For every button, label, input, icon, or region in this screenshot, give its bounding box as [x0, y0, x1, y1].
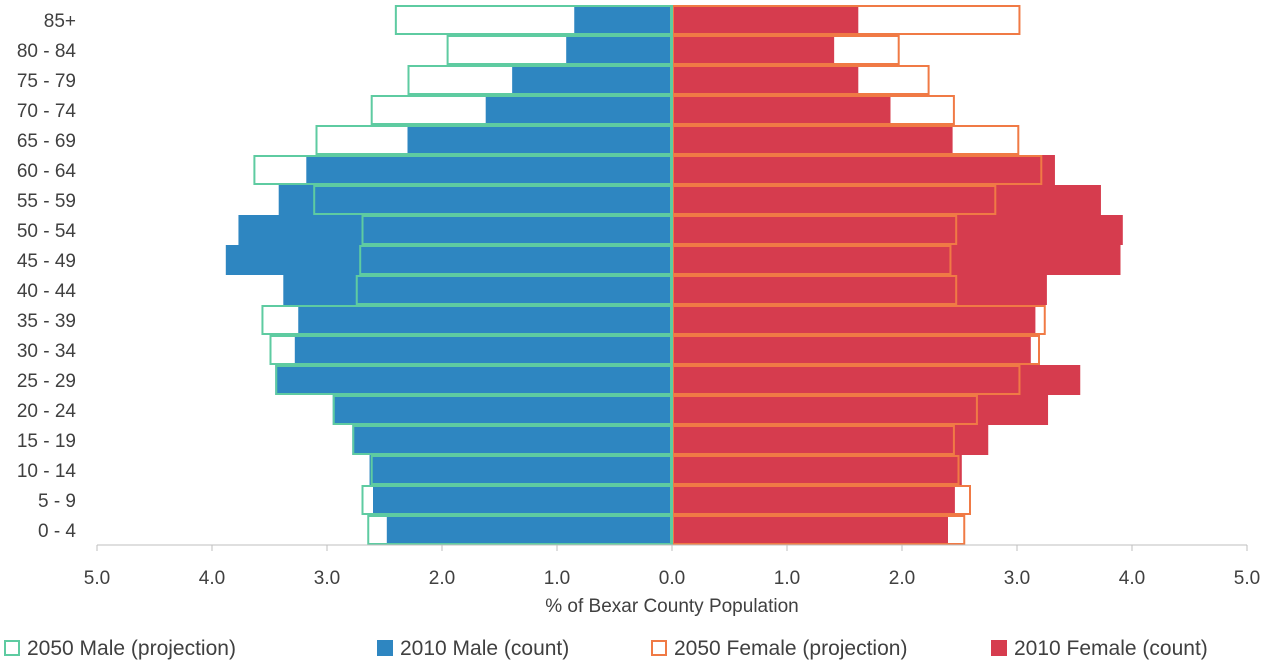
- x-tick-label: 2.0: [429, 568, 455, 589]
- bar-2010-female-count-5-9: [672, 485, 955, 515]
- age-group-labels: 0 - 4 5 - 9 10 - 14 15 - 19 20 - 24 25 - 29 30…: [17, 11, 77, 542]
- age-group-label: 0 - 4: [38, 521, 76, 542]
- age-group-label: 20 - 24: [17, 401, 77, 422]
- bar-2010-male-count-60-64: [306, 155, 672, 185]
- bar-2010-male-count-10-14: [369, 455, 672, 485]
- age-group-label: 5 - 9: [38, 491, 76, 512]
- bar-2010-male-count-70-74: [485, 95, 672, 125]
- age-group-label: 80 - 84: [17, 41, 77, 62]
- age-group-label: 35 - 39: [17, 311, 76, 332]
- legend-label: 2010 Male (count): [400, 637, 569, 660]
- bar-2010-female-count-85plus: [672, 5, 859, 35]
- bar-2010-male-count-50-54: [238, 215, 672, 245]
- bar-2010-male-count-20-24: [332, 395, 672, 425]
- age-group-label: 30 - 34: [17, 341, 77, 362]
- age-group-label: 50 - 54: [17, 221, 77, 242]
- x-tick-label: 5.0: [1234, 568, 1260, 589]
- x-tick-label: 1.0: [774, 568, 800, 589]
- bar-2010-male-count-15-19: [352, 425, 672, 455]
- bar-2010-female-count-65-69: [672, 125, 953, 155]
- bar-2010-female-count-50-54: [672, 215, 1123, 245]
- age-group-label: 75 - 79: [17, 71, 76, 92]
- age-group-label: 25 - 29: [17, 371, 76, 392]
- legend-item: 2010 Female (count): [991, 637, 1208, 660]
- legend-item: 2050 Female (projection): [651, 637, 907, 660]
- bar-2010-male-count-25-29: [275, 365, 672, 395]
- bar-2010-male-count-85plus: [574, 5, 672, 35]
- bar-2010-male-count-65-69: [407, 125, 672, 155]
- legend-swatch: [651, 640, 667, 656]
- bars-layer: [225, 5, 1123, 545]
- legend-swatch: [377, 640, 393, 656]
- x-tick-label: 2.0: [889, 568, 915, 589]
- bar-2010-male-count-5-9: [373, 485, 672, 515]
- legend-swatch: [4, 640, 20, 656]
- legend: 2050 Male (projection) 2010 Male (count) 2…: [4, 637, 1208, 660]
- bar-2010-male-count-45-49: [225, 245, 673, 275]
- legend-item: 2050 Male (projection): [4, 637, 236, 660]
- age-group-label: 15 - 19: [17, 431, 76, 452]
- age-group-label: 40 - 44: [17, 281, 77, 302]
- bar-2010-female-count-60-64: [672, 155, 1055, 185]
- age-group-label: 60 - 64: [17, 161, 77, 182]
- bar-2010-male-count-75-79: [512, 65, 672, 95]
- age-group-label: 10 - 14: [17, 461, 77, 482]
- bar-2010-male-count-30-34: [294, 335, 672, 365]
- bar-2010-male-count-80-84: [566, 35, 672, 65]
- bar-2010-female-count-35-39: [672, 305, 1036, 335]
- x-tick-label: 3.0: [314, 568, 340, 589]
- age-group-label: 65 - 69: [17, 131, 76, 152]
- x-tick-label: 4.0: [199, 568, 225, 589]
- bar-2010-female-count-45-49: [672, 245, 1121, 275]
- age-group-label: 85+: [44, 11, 76, 32]
- legend-label: 2050 Female (projection): [674, 637, 907, 660]
- bar-2010-female-count-80-84: [672, 35, 835, 65]
- bar-2010-female-count-20-24: [672, 395, 1049, 425]
- bar-2010-female-count-25-29: [672, 365, 1081, 395]
- age-group-label: 55 - 59: [17, 191, 76, 212]
- legend-swatch: [991, 640, 1007, 656]
- bar-2010-male-count-0-4: [386, 515, 672, 545]
- bar-2010-female-count-10-14: [672, 455, 962, 485]
- x-tick-label: 3.0: [1004, 568, 1030, 589]
- x-tick-label: 4.0: [1119, 568, 1145, 589]
- x-tick-label: 0.0: [659, 568, 685, 589]
- bar-2010-male-count-40-44: [283, 275, 672, 305]
- age-group-label: 70 - 74: [17, 101, 77, 122]
- bar-2010-male-count-35-39: [298, 305, 672, 335]
- bar-2010-female-count-70-74: [672, 95, 891, 125]
- legend-label: 2050 Male (projection): [27, 637, 236, 660]
- x-tick-label: 1.0: [544, 568, 570, 589]
- x-axis-title: % of Bexar County Population: [545, 596, 799, 617]
- bar-2010-female-count-40-44: [672, 275, 1047, 305]
- x-tick-label: 5.0: [84, 568, 110, 589]
- legend-label: 2010 Female (count): [1014, 637, 1208, 660]
- x-axis: 5.0 4.0 3.0 2.0 1.0 0.0 1.0 2.0 3.0 4.0 5.0: [84, 544, 1260, 589]
- bar-2010-female-count-30-34: [672, 335, 1031, 365]
- bar-2010-female-count-55-59: [672, 185, 1101, 215]
- bar-2010-female-count-15-19: [672, 425, 989, 455]
- bar-2010-female-count-75-79: [672, 65, 859, 95]
- bar-2010-male-count-55-59: [278, 185, 672, 215]
- legend-item: 2010 Male (count): [377, 637, 569, 660]
- bar-2010-female-count-0-4: [672, 515, 948, 545]
- age-group-label: 45 - 49: [17, 251, 76, 272]
